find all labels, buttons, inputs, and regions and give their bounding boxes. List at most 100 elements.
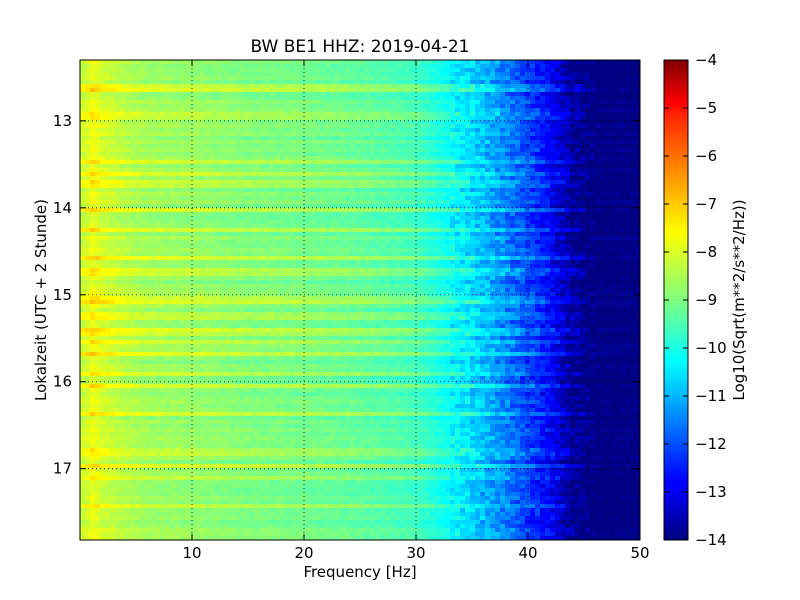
heatmap-cell <box>245 112 251 117</box>
heatmap-cell <box>190 160 196 165</box>
heatmap-cell <box>630 84 636 89</box>
heatmap-cell <box>370 184 376 189</box>
heatmap-cell <box>270 236 276 241</box>
heatmap-cell <box>175 108 181 113</box>
heatmap-cell <box>410 60 416 65</box>
heatmap-cell <box>360 216 366 221</box>
heatmap-cell <box>400 88 406 93</box>
heatmap-cell <box>475 96 481 101</box>
heatmap-cell <box>370 60 376 65</box>
heatmap-cell <box>275 148 281 153</box>
heatmap-cell <box>110 92 116 97</box>
heatmap-cell <box>110 136 116 141</box>
heatmap-cell <box>255 100 261 105</box>
heatmap-cell <box>260 152 266 157</box>
heatmap-cell <box>295 108 301 113</box>
heatmap-cell <box>260 76 266 81</box>
heatmap-cell <box>380 208 386 213</box>
heatmap-cell <box>290 208 296 213</box>
heatmap-cell <box>240 72 246 77</box>
heatmap-cell <box>610 228 616 233</box>
heatmap-cell <box>405 184 411 189</box>
heatmap-cell <box>560 204 566 209</box>
heatmap-cell <box>240 232 246 237</box>
heatmap-cell <box>430 112 436 117</box>
heatmap-cell <box>330 212 336 217</box>
heatmap-cell <box>340 76 346 81</box>
heatmap-cell <box>455 68 461 73</box>
heatmap-cell <box>630 80 636 85</box>
heatmap-cell <box>440 88 446 93</box>
heatmap-cell <box>325 112 331 117</box>
heatmap-cell <box>565 216 571 221</box>
heatmap-cell <box>150 160 156 165</box>
heatmap-cell <box>485 80 491 85</box>
heatmap-cell <box>80 120 86 125</box>
heatmap-cell <box>105 168 111 173</box>
heatmap-cell <box>390 236 396 241</box>
heatmap-cell <box>90 76 96 81</box>
heatmap-cell <box>225 64 231 69</box>
heatmap-cell <box>260 72 266 77</box>
heatmap-cell <box>520 212 526 217</box>
heatmap-cell <box>380 216 386 221</box>
heatmap-cell <box>200 140 206 145</box>
heatmap-cell <box>235 80 241 85</box>
heatmap-cell <box>580 76 586 81</box>
heatmap-cell <box>215 140 221 145</box>
heatmap-cell <box>360 212 366 217</box>
heatmap-cell <box>565 208 571 213</box>
heatmap-cell <box>485 188 491 193</box>
heatmap-cell <box>410 76 416 81</box>
heatmap-cell <box>630 228 636 233</box>
heatmap-cell <box>375 156 381 161</box>
heatmap-cell <box>275 60 281 65</box>
heatmap-cell <box>455 196 461 201</box>
heatmap-cell <box>170 108 176 113</box>
heatmap-cell <box>305 140 311 145</box>
heatmap-cell <box>495 172 501 177</box>
heatmap-cell <box>425 76 431 81</box>
heatmap-cell <box>410 68 416 73</box>
heatmap-cell <box>260 204 266 209</box>
heatmap-cell <box>490 184 496 189</box>
heatmap-cell <box>360 188 366 193</box>
heatmap-cell <box>130 204 136 209</box>
heatmap-cell <box>210 200 216 205</box>
heatmap-cell <box>590 224 596 229</box>
heatmap-cell <box>125 60 131 65</box>
heatmap-cell <box>325 72 331 77</box>
heatmap-cell <box>280 200 286 205</box>
heatmap-cell <box>135 152 141 157</box>
heatmap-cell <box>280 196 286 201</box>
heatmap-cell <box>265 232 271 237</box>
heatmap-cell <box>560 160 566 165</box>
heatmap-cell <box>280 88 286 93</box>
heatmap-cell <box>430 88 436 93</box>
heatmap-cell <box>355 136 361 141</box>
heatmap-cell <box>265 212 271 217</box>
heatmap-cell <box>365 184 371 189</box>
heatmap-cell <box>590 152 596 157</box>
heatmap-cell <box>520 124 526 129</box>
heatmap-cell <box>525 192 531 197</box>
heatmap-cell <box>460 220 466 225</box>
heatmap-cell <box>370 204 376 209</box>
heatmap-cell <box>535 80 541 85</box>
heatmap-cell <box>130 112 136 117</box>
heatmap-cell <box>135 76 141 81</box>
heatmap-cell <box>605 60 611 65</box>
heatmap-cell <box>455 72 461 77</box>
heatmap-cell <box>515 120 521 125</box>
heatmap-cell <box>570 204 576 209</box>
heatmap-cell <box>590 104 596 109</box>
heatmap-cell <box>530 128 536 133</box>
heatmap-cell <box>180 208 186 213</box>
heatmap-cell <box>405 172 411 177</box>
heatmap-cell <box>245 168 251 173</box>
heatmap-cell <box>160 88 166 93</box>
heatmap-cell <box>260 168 266 173</box>
heatmap-cell <box>320 212 326 217</box>
heatmap-cell <box>250 144 256 149</box>
heatmap-cell <box>575 212 581 217</box>
